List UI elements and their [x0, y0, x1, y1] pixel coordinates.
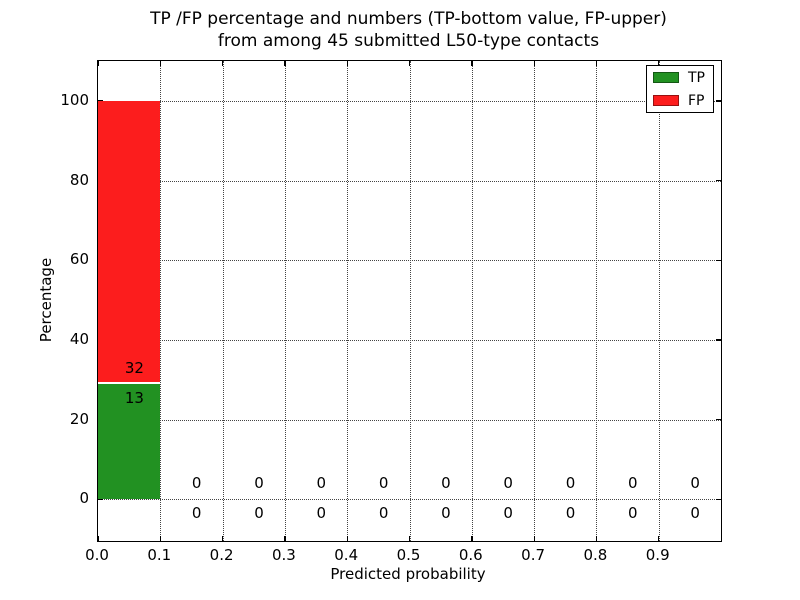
x-axis-tick — [222, 536, 224, 541]
fp-count-label: 0 — [628, 474, 638, 492]
legend: TP FP — [646, 65, 714, 113]
x-axis-tick-top — [159, 61, 162, 66]
tp-count-label: 0 — [565, 504, 576, 523]
y-axis-tick-right — [716, 419, 721, 421]
x-axis-tick-top — [346, 61, 348, 66]
x-axis-tick-top — [409, 61, 411, 66]
gridline-vertical — [347, 61, 349, 541]
chart-title-line-1: TP /FP percentage and numbers (TP-bottom… — [150, 9, 667, 29]
fp-count-label: 0 — [441, 474, 451, 492]
tp-count-label: 13 — [124, 389, 144, 408]
gridline-horizontal — [98, 100, 721, 102]
tp-count-label: 0 — [503, 504, 513, 523]
fp-count-label: 0 — [565, 474, 576, 492]
fp-legend-swatch-icon — [653, 95, 679, 106]
x-axis-tick — [97, 536, 99, 541]
gridline-vertical — [596, 61, 598, 541]
fp-bar-segment — [98, 100, 161, 385]
gridline-horizontal — [98, 260, 721, 262]
y-tick-label: 60 — [69, 250, 89, 269]
y-tick-label: 20 — [69, 409, 89, 428]
fp-count-label: 0 — [690, 474, 700, 492]
gridline-horizontal — [98, 419, 721, 421]
tp-count-label: 0 — [628, 504, 638, 523]
tp-count-label: 0 — [378, 504, 389, 523]
legend-entry-tp: TP — [653, 70, 707, 86]
x-tick-label: 0.4 — [334, 546, 359, 564]
gridline-horizontal — [98, 180, 721, 182]
x-axis-tick-top — [595, 61, 598, 66]
fp-count-label: 0 — [316, 474, 327, 492]
fp-count-label: 32 — [124, 359, 144, 377]
fp-count-label: 0 — [503, 474, 513, 492]
x-axis-tick — [284, 536, 286, 541]
fp-legend-label: FP — [688, 92, 705, 109]
plot-area — [97, 60, 722, 542]
x-tick-label: 0.0 — [85, 546, 109, 564]
x-tick-label: 0.3 — [271, 546, 296, 564]
y-axis-tick-right — [716, 259, 721, 261]
legend-entry-fp: FP — [653, 93, 707, 109]
gridline-horizontal — [98, 499, 721, 501]
x-axis-tick-top — [284, 61, 286, 66]
x-axis-tick — [533, 536, 535, 541]
gridline-vertical — [284, 61, 286, 541]
tp-legend-swatch-icon — [653, 72, 679, 83]
fp-count-label: 0 — [191, 474, 202, 492]
x-tick-label: 0.2 — [209, 546, 234, 564]
x-tick-label: 0.7 — [521, 546, 546, 564]
x-axis-tick — [409, 536, 411, 541]
bar-layer — [98, 61, 721, 541]
x-axis-tick — [346, 536, 348, 541]
x-tick-label: 0.5 — [396, 546, 421, 564]
chart-title-line-2: from among 45 submitted L50-type contact… — [217, 31, 600, 51]
y-axis-tick-right — [716, 498, 721, 500]
tp-count-label: 0 — [254, 504, 264, 523]
y-tick-label: 80 — [69, 170, 89, 189]
gridline-vertical — [658, 61, 660, 541]
y-axis-tick-right — [716, 100, 721, 102]
x-axis-tick-top — [222, 61, 224, 66]
x-tick-label: 0.9 — [645, 546, 670, 564]
x-axis-tick — [595, 536, 598, 541]
x-axis-label: Predicted probability — [330, 565, 486, 583]
y-axis-tick-right — [716, 339, 721, 341]
y-tick-label: 40 — [69, 329, 89, 348]
x-axis-tick-top — [658, 61, 660, 66]
tp-legend-label: TP — [688, 69, 705, 86]
chart-title: TP /FP percentage and numbers (TP-bottom… — [97, 8, 720, 52]
gridline-vertical — [222, 61, 224, 541]
fp-count-label: 0 — [378, 474, 389, 492]
x-axis-tick — [471, 536, 473, 541]
tp-bar-segment — [98, 384, 161, 500]
tp-count-label: 0 — [441, 504, 451, 523]
tp-count-label: 0 — [191, 504, 202, 523]
fp-count-label: 0 — [254, 474, 264, 492]
x-axis-tick-top — [533, 61, 535, 66]
x-tick-label: 0.1 — [147, 546, 172, 564]
y-tick-label: 0 — [79, 489, 89, 508]
y-tick-label: 100 — [60, 90, 89, 109]
y-axis-tick — [98, 498, 103, 500]
gridline-vertical — [534, 61, 536, 541]
gridline-horizontal — [98, 339, 721, 341]
x-tick-label: 0.6 — [458, 546, 483, 564]
x-axis-tick — [658, 536, 660, 541]
tp-count-label: 0 — [690, 504, 700, 523]
gridline-vertical — [471, 61, 473, 541]
gridline-vertical — [160, 61, 162, 541]
x-axis-tick-top — [471, 61, 473, 66]
tp-count-label: 0 — [316, 504, 327, 523]
x-tick-label: 0.8 — [583, 546, 608, 564]
x-axis-tick-top — [97, 61, 99, 66]
gridline-vertical — [409, 61, 411, 541]
y-axis-tick-right — [716, 180, 721, 182]
x-axis-tick — [159, 536, 162, 541]
